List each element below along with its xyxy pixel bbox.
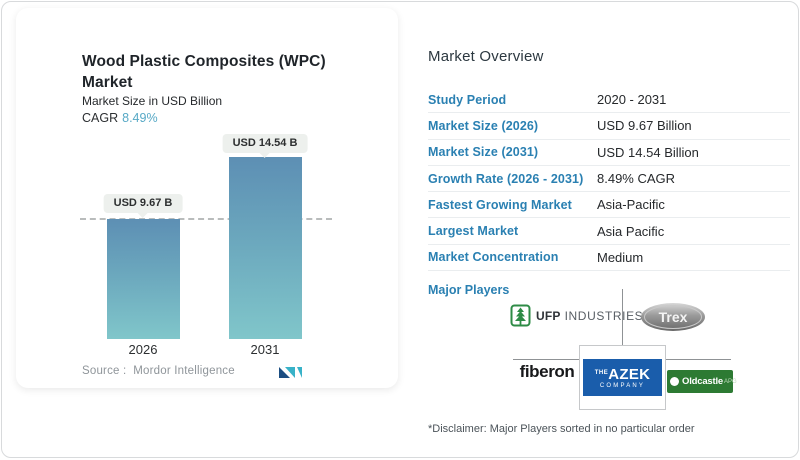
row-value: Asia Pacific <box>597 223 665 239</box>
azek-logo-company: COMPANY <box>599 382 646 389</box>
bar-value-callout-2026: USD 9.67 B <box>103 194 183 218</box>
table-row: Market Size (2026) USD 9.67 Billion <box>428 113 790 140</box>
disclaimer-text: *Disclaimer: Major Players sorted in no … <box>428 423 695 435</box>
overview-table: Study Period 2020 - 2031 Market Size (20… <box>428 87 790 272</box>
azek-logo-the: THE <box>594 369 609 376</box>
cagr-line: CAGR 8.49% <box>82 111 158 125</box>
callout-caret <box>260 153 270 158</box>
mordor-intelligence-logo-icon <box>279 367 302 378</box>
row-label: Fastest Growing Market <box>428 197 572 212</box>
cagr-value: 8.49% <box>122 111 158 125</box>
bar-value-label-2031: USD 14.54 B <box>222 134 308 153</box>
azek-logo-main: AZEK <box>608 365 651 383</box>
overview-heading: Market Overview <box>428 48 544 65</box>
table-row: Study Period 2020 - 2031 <box>428 87 790 114</box>
trex-logo: Trex <box>641 303 705 331</box>
ufp-industries-logo: UFP INDUSTRIES <box>510 304 643 327</box>
source-label: Source : <box>82 365 127 377</box>
azek-logo: THE AZEK COMPANY <box>579 345 666 410</box>
trex-logo-text: Trex <box>659 309 688 325</box>
bar-value-callout-2031: USD 14.54 B <box>222 134 308 158</box>
oldcastle-logo-suffix: APG <box>723 378 737 385</box>
table-row: Fastest Growing Market Asia-Pacific <box>428 192 790 219</box>
oldcastle-logo: Oldcastle APG <box>667 370 737 393</box>
table-row: Market Concentration Medium <box>428 245 790 272</box>
table-row: Growth Rate (2026 - 2031) 8.49% CAGR <box>428 166 790 193</box>
x-axis-label-2026: 2026 <box>128 342 158 357</box>
row-label: Growth Rate (2026 - 2031) <box>428 171 584 186</box>
azek-logo-plate: THE AZEK COMPANY <box>583 359 662 396</box>
market-overview-panel: Market Overview Study Period 2020 - 2031… <box>428 2 790 457</box>
chart-card: Wood Plastic Composites (WPC) Market Mar… <box>16 8 398 388</box>
cagr-label: CAGR <box>82 111 119 125</box>
chart-title: Wood Plastic Composites (WPC) Market <box>82 53 326 91</box>
row-label: Market Size (2031) <box>428 145 539 160</box>
oldcastle-icon <box>670 377 679 386</box>
x-axis-label-2031: 2031 <box>250 342 280 357</box>
table-row: Largest Market Asia Pacific <box>428 218 790 245</box>
row-value: Asia-Pacific <box>597 197 665 213</box>
fiberon-logo: fiberon <box>519 362 575 381</box>
row-value: USD 9.67 Billion <box>597 118 692 134</box>
bar-2031 <box>229 157 302 339</box>
reference-dashed-line <box>80 218 332 220</box>
callout-caret <box>137 213 148 218</box>
table-row: Market Size (2031) USD 14.54 Billion <box>428 140 790 166</box>
row-label: Market Concentration <box>428 250 559 265</box>
chart-subtitle: Market Size in USD Billion <box>82 94 223 108</box>
ufp-logo-text-bold: UFP <box>536 308 561 323</box>
row-label: Largest Market <box>428 224 519 239</box>
row-value: Medium <box>597 249 644 265</box>
row-value: 8.49% CAGR <box>597 171 676 187</box>
row-label: Study Period <box>428 92 507 107</box>
ufp-logo-text-rest: INDUSTRIES <box>564 308 644 323</box>
source-value: Mordor Intelligence <box>133 365 235 377</box>
bar-value-label-2026: USD 9.67 B <box>103 194 183 213</box>
ufp-tree-icon <box>510 304 531 327</box>
major-players-label: Major Players <box>428 283 510 297</box>
row-label: Market Size (2026) <box>428 118 539 133</box>
row-value: USD 14.54 Billion <box>597 144 699 160</box>
bar-2026 <box>107 219 180 339</box>
oldcastle-logo-text: Oldcastle <box>682 376 723 387</box>
source-attribution: Source : Mordor Intelligence <box>82 365 235 377</box>
players-vertical-divider <box>622 289 623 347</box>
row-value: 2020 - 2031 <box>597 92 667 108</box>
